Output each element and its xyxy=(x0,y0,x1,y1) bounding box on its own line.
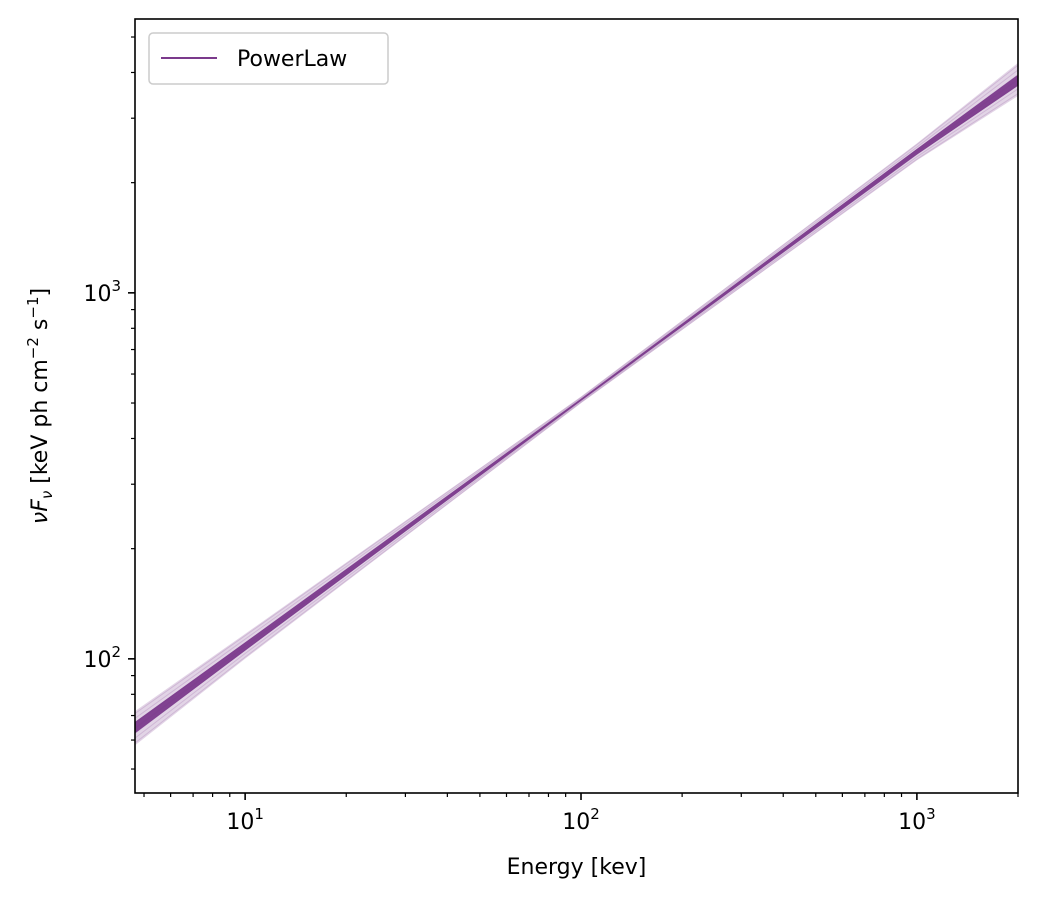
major-ticks xyxy=(128,292,918,800)
y-tick-label: 102 xyxy=(83,643,121,673)
legend: PowerLaw xyxy=(148,32,389,85)
y-label-cm-exp: −2 xyxy=(24,337,42,359)
x-tick-label: 101 xyxy=(226,805,264,835)
powerlaw-sample-line xyxy=(135,64,1018,714)
x-tick-labels: 101 102 103 xyxy=(226,805,935,835)
powerlaw-band-core xyxy=(135,74,1018,734)
x-tick-label: 102 xyxy=(562,805,600,835)
legend-label-powerlaw: PowerLaw xyxy=(237,47,347,72)
powerlaw-sample-line xyxy=(135,69,1018,719)
y-label-F: F xyxy=(28,499,53,512)
powerlaw-band xyxy=(135,62,1018,746)
y-tick-labels: 102 103 xyxy=(83,277,121,673)
x-axis-label: Energy [kev] xyxy=(507,855,647,880)
y-axis-label: νFν [keV ph cm−2 s−1] xyxy=(24,288,56,524)
y-label-nu: ν xyxy=(28,512,53,524)
y-label-s: s xyxy=(28,319,53,337)
powerlaw-sample-line xyxy=(135,88,1018,739)
powerlaw-sample-line xyxy=(135,83,1018,734)
powerlaw-sample-line xyxy=(135,74,1018,724)
minor-ticks xyxy=(131,36,1019,797)
y-label-open: [keV ph cm xyxy=(28,359,53,491)
powerlaw-sample-line xyxy=(135,78,1018,729)
powerlaw-sample-line xyxy=(135,93,1018,744)
plot-frame xyxy=(134,18,1019,794)
x-tick-label: 103 xyxy=(898,805,936,835)
y-label-s-exp: −1 xyxy=(24,296,42,318)
legend-box xyxy=(148,32,389,85)
y-label-close: ] xyxy=(28,288,53,297)
y-label-F-sub: ν xyxy=(38,491,56,499)
y-tick-label: 103 xyxy=(83,277,121,307)
